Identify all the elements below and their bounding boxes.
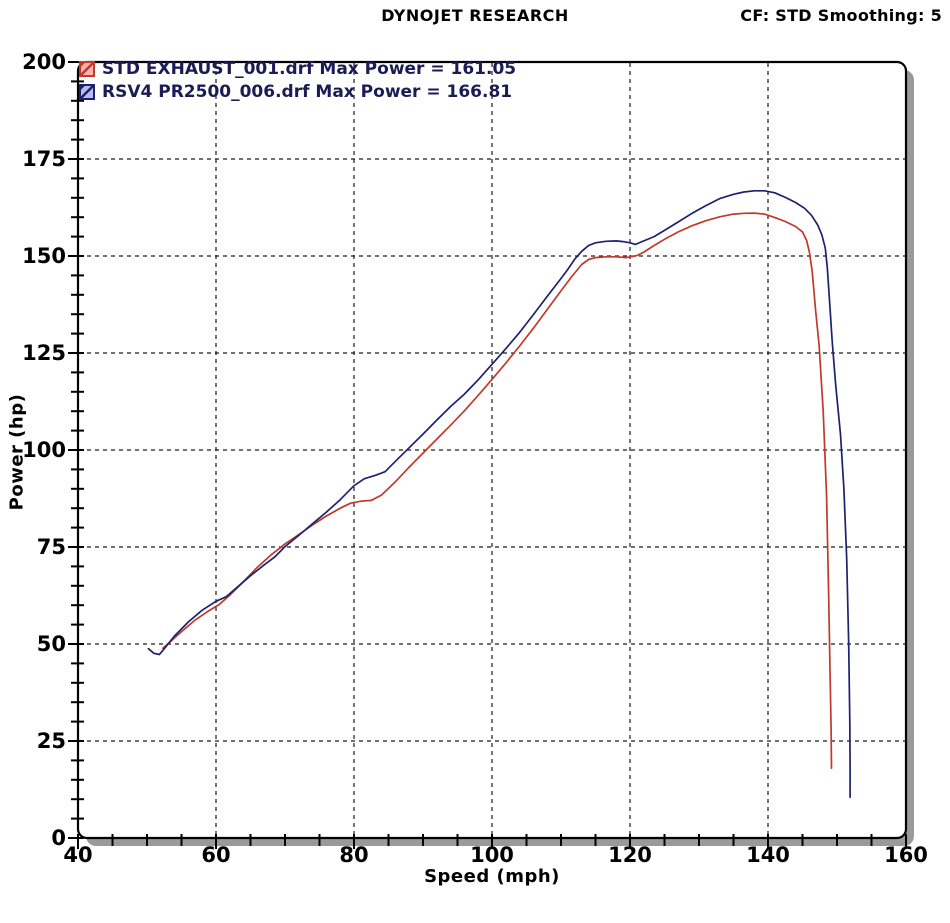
red-series-swatch-icon	[79, 61, 95, 77]
y-tick-label: 25	[37, 729, 66, 753]
x-axis-title: Speed (mph)	[424, 866, 560, 887]
y-tick-label: 75	[37, 535, 66, 559]
x-tick-label: 60	[201, 843, 230, 867]
page-title: DYNOJET RESEARCH	[381, 6, 569, 25]
y-tick-label: 50	[37, 632, 66, 656]
legend-item-std-exhaust: STD EXHAUST_001.drf Max Power = 161.05	[79, 60, 516, 79]
y-tick-label: 200	[22, 50, 66, 74]
series-curve-std-exhaust	[162, 212, 833, 770]
y-tick-label: 100	[22, 438, 66, 462]
x-tick-label: 140	[746, 843, 790, 867]
legend-label: STD EXHAUST_001.drf Max Power = 161.05	[102, 59, 517, 79]
x-tick-label: 40	[63, 843, 92, 867]
y-tick-label: 150	[22, 244, 66, 268]
blue-series-swatch-icon	[79, 84, 95, 100]
y-tick-label: 175	[22, 147, 66, 171]
legend-item-rsv4: RSV4 PR2500_006.drf Max Power = 166.81	[79, 83, 512, 102]
legend-label: RSV4 PR2500_006.drf Max Power = 166.81	[102, 82, 513, 102]
series-curve-rsv4	[147, 189, 851, 799]
x-tick-label: 80	[339, 843, 368, 867]
x-tick-label: 160	[884, 843, 928, 867]
y-tick-label: 0	[51, 826, 66, 850]
y-axis-title: Power (hp)	[6, 393, 28, 511]
x-tick-label: 100	[470, 843, 514, 867]
x-tick-label: 120	[608, 843, 652, 867]
header-status: CF: STD Smoothing: 5	[740, 6, 942, 25]
y-tick-label: 125	[22, 341, 66, 365]
